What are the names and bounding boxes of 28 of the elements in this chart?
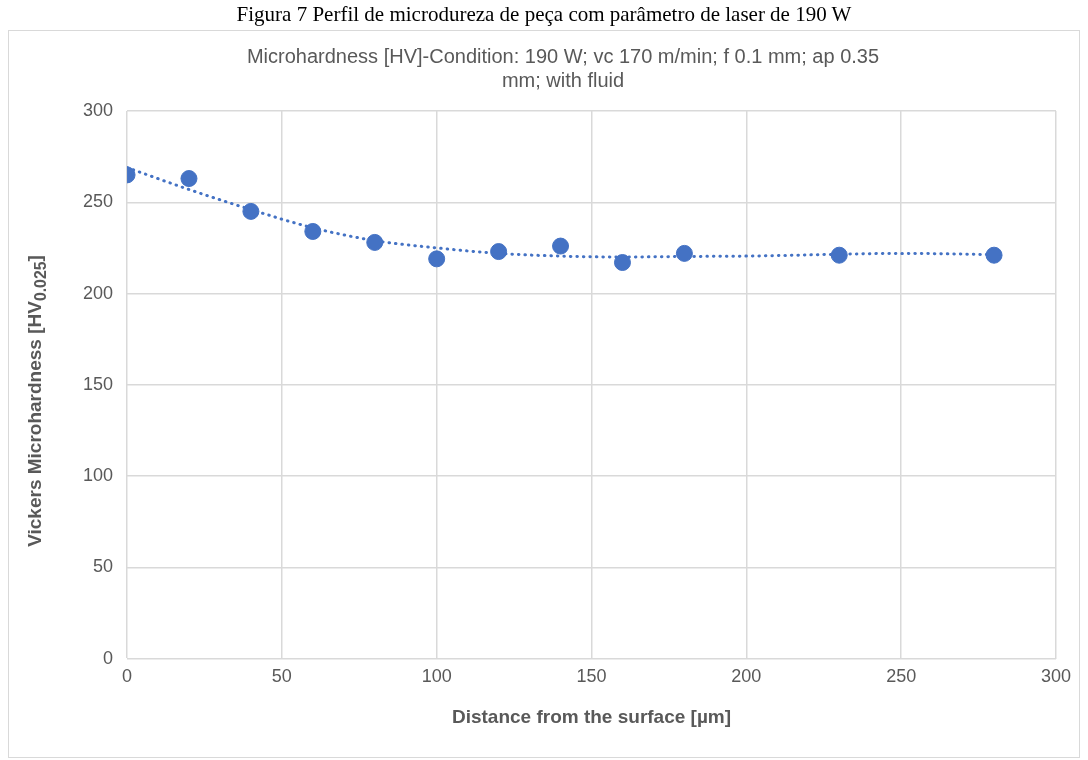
point (180, 170, 198, 188)
point (830, 246, 848, 264)
x-tick-label: 200 (731, 666, 762, 687)
y-tick-label: 50 (93, 556, 114, 577)
point (552, 237, 570, 255)
y-tick-label: 150 (82, 373, 114, 394)
y-tick-label: 250 (82, 191, 114, 212)
y-tick-label: 0 (103, 647, 114, 668)
y-tick-label: 200 (82, 282, 114, 303)
x-tick-label: 100 (421, 666, 452, 687)
x-tick-label: 250 (886, 666, 917, 687)
x-axis-title: Distance from the surface [µm] (451, 705, 732, 727)
point (490, 243, 508, 261)
point (366, 233, 384, 251)
text: Figura 7 Perfil de microdureza de peça com parâmetro de laser de 190 W (235, 2, 853, 27)
point (304, 222, 322, 240)
point (613, 254, 631, 271)
y-tick-label: 300 (82, 99, 114, 120)
point (985, 246, 1003, 264)
chart-title: Microhardness [HV]-Condition: 190 W; vc 170 m/min; f 0.1 mm; ap 0.35 mm; with fluid (246, 44, 880, 91)
point (675, 244, 693, 262)
point (242, 202, 260, 220)
y-tick-label: 100 (82, 465, 114, 486)
x-tick-label: 150 (576, 666, 607, 687)
x-tick-label: 300 (1040, 666, 1072, 687)
x-tick-label: 50 (271, 666, 292, 687)
x-tick-label: 0 (122, 666, 133, 687)
point (428, 250, 446, 268)
